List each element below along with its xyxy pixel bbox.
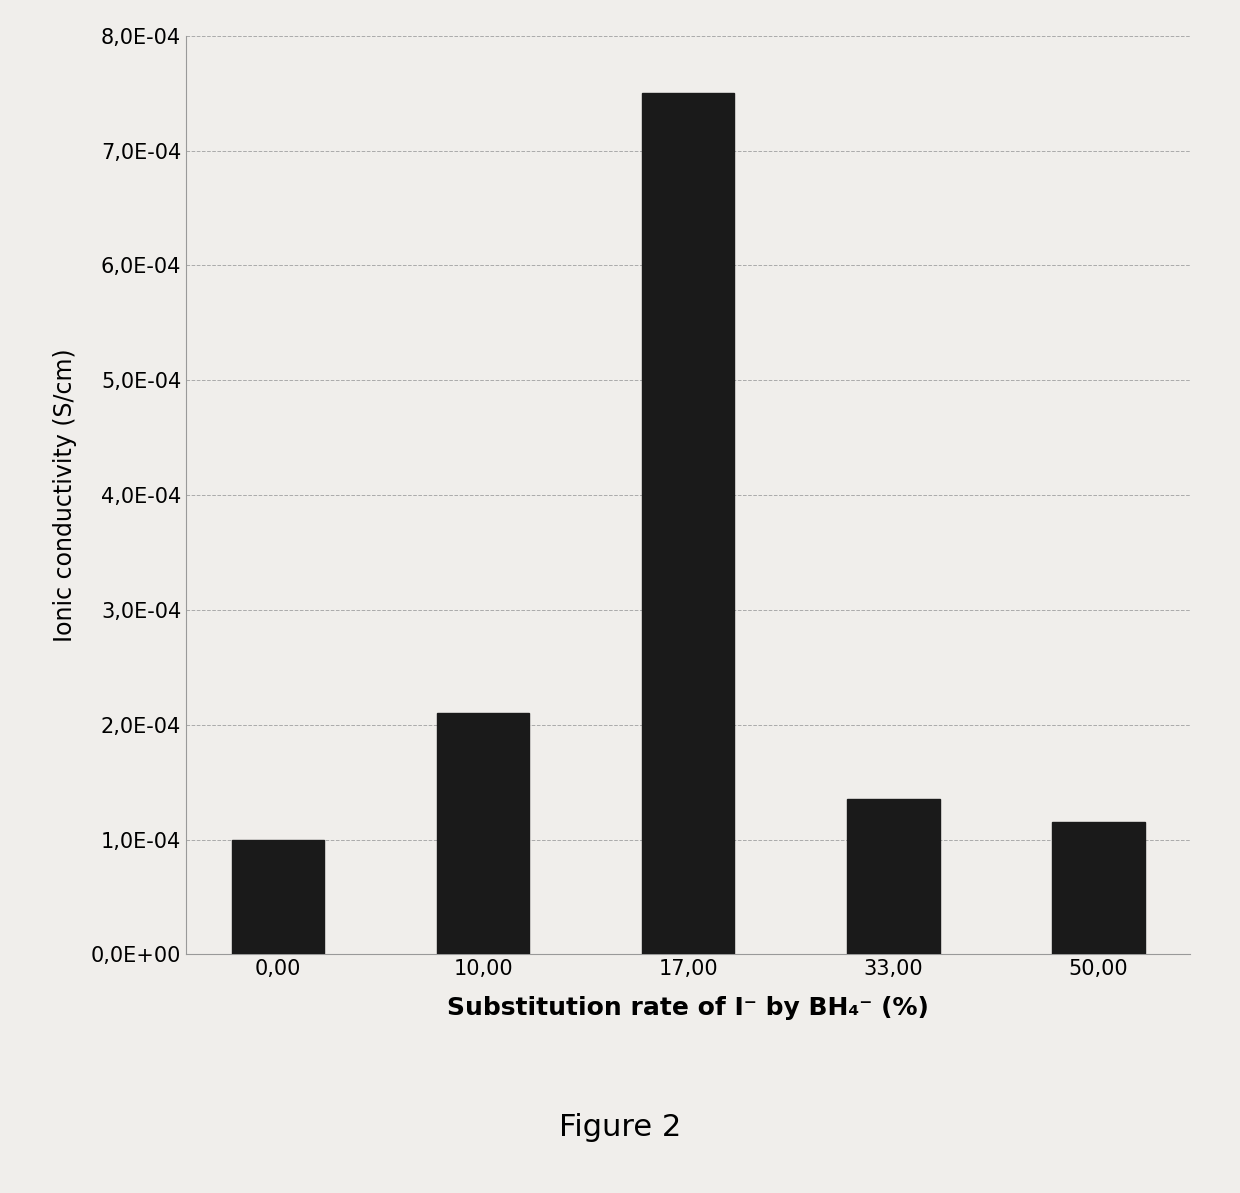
Y-axis label: Ionic conductivity (S/cm): Ionic conductivity (S/cm) (53, 348, 77, 642)
Bar (847, 799, 940, 954)
Text: Figure 2: Figure 2 (559, 1113, 681, 1142)
Bar (1053, 822, 1145, 954)
Bar (232, 840, 324, 954)
X-axis label: Substitution rate of I⁻ by BH₄⁻ (%): Substitution rate of I⁻ by BH₄⁻ (%) (448, 996, 929, 1020)
Bar (436, 713, 529, 954)
Bar (642, 93, 734, 954)
